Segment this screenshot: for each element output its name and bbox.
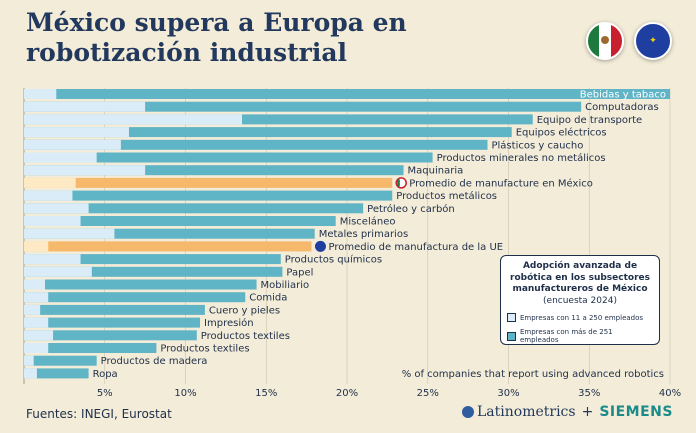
x-tick-label: 10% <box>174 388 196 399</box>
bar-small <box>24 279 45 290</box>
mexico-marker-stripe <box>397 179 400 187</box>
bar-label: Plásticos y caucho <box>492 139 584 151</box>
bar-small <box>24 317 49 328</box>
bar-large <box>24 114 533 125</box>
bar-small <box>24 228 115 239</box>
legend-item-large: Empresas con más de 251 empleados <box>507 328 653 344</box>
latinometrics-logo: Latinometrics <box>477 404 576 420</box>
bar-large <box>24 190 393 201</box>
bar-small <box>24 190 73 201</box>
bar-small <box>24 266 92 277</box>
bar-large <box>24 317 201 328</box>
legend-subtitle: (encuesta 2024) <box>543 295 617 306</box>
bar-large <box>24 304 205 315</box>
bar-label: Impresión <box>204 317 254 329</box>
bar-large <box>24 241 312 252</box>
legend-title: Adopción avanzada de robótica en los sub… <box>510 261 650 294</box>
bar-label: Equipo de transporte <box>537 115 642 126</box>
bar-label: Productos químicos <box>285 254 382 266</box>
legend-label-large: Empresas con más de 251 empleados <box>520 328 613 344</box>
x-tick-label: 40% <box>659 388 681 399</box>
bar-label: Productos de madera <box>101 356 208 367</box>
bar-small <box>24 177 76 188</box>
bar-small <box>24 304 41 315</box>
x-axis-label: % of companies that report using advance… <box>402 369 664 380</box>
bar-small <box>24 114 243 125</box>
bar-small <box>24 165 146 176</box>
bar-large <box>24 127 512 138</box>
bar-small <box>24 152 97 163</box>
x-tick-label: 20% <box>336 388 358 399</box>
bar-large <box>24 279 257 290</box>
bar-small <box>24 355 34 366</box>
bar-large <box>24 343 157 353</box>
bar-small <box>24 101 146 112</box>
x-tick-label: 15% <box>255 388 277 399</box>
bar-large <box>24 292 246 303</box>
bar-label: Productos textiles <box>160 344 249 355</box>
bar-large <box>24 101 582 112</box>
x-tick-label: 25% <box>417 388 439 399</box>
bar-large <box>24 165 404 176</box>
bar-label: Cuero y pieles <box>209 305 280 316</box>
mexico-flag-icon <box>586 22 624 60</box>
bar-large <box>24 266 283 277</box>
bar-small <box>24 254 81 265</box>
eu-marker-icon <box>314 240 326 252</box>
bar-small <box>24 203 89 214</box>
bar-label: Productos metálicos <box>396 190 497 202</box>
bar-small <box>24 241 49 252</box>
logo-plus: + <box>581 404 594 420</box>
bar-large <box>24 203 364 214</box>
bar-label: Promedio de manufacture en México <box>409 177 593 189</box>
bar-large <box>24 368 89 379</box>
bar-large <box>24 216 336 226</box>
x-tick-label: 5% <box>97 388 113 399</box>
bar-label: Maquinaria <box>408 166 464 177</box>
bar-small <box>24 216 81 226</box>
bar-small <box>24 139 121 150</box>
bar-large <box>24 330 197 341</box>
chart-title: México supera a Europa en robotización i… <box>26 8 407 67</box>
siemens-logo: SIEMENS <box>599 404 673 420</box>
eu-flag-icon: ✦ <box>634 22 672 60</box>
bar-large <box>24 254 281 265</box>
bar-large <box>24 228 315 239</box>
bar-label: Computadoras <box>585 102 659 113</box>
legend-swatch-large <box>507 331 516 341</box>
bar-label: Equipos eléctricos <box>516 127 607 139</box>
footer-logos: Latinometrics + SIEMENS <box>462 404 673 420</box>
bar-label: Mobiliario <box>261 280 310 291</box>
bar-label: Misceláneo <box>340 216 396 228</box>
legend: Adopción avanzada de robótica en los sub… <box>500 255 660 345</box>
bar-large <box>24 177 393 188</box>
bar-large <box>24 152 433 163</box>
bar-label: Productos minerales no metálicos <box>437 152 606 164</box>
bar-small <box>24 368 37 379</box>
bar-small <box>24 292 49 303</box>
bar-small <box>24 330 54 341</box>
legend-item-small: Empresas con 11 a 250 empleados <box>507 313 653 322</box>
legend-label-small: Empresas con 11 a 250 empleados <box>520 313 644 322</box>
bar-large <box>24 139 488 150</box>
source-note: Fuentes: INEGI, Eurostat <box>26 407 172 421</box>
bar-label: Papel <box>286 267 313 278</box>
bar-large <box>24 355 97 366</box>
bar-label: Promedio de manufactura de la UE <box>328 242 503 253</box>
bar-large <box>24 89 670 99</box>
bar-label: Metales primarios <box>319 229 408 240</box>
latinometrics-logo-icon <box>462 406 474 418</box>
x-tick-label: 30% <box>497 388 519 399</box>
bar-small <box>24 89 57 99</box>
legend-swatch-small <box>507 313 516 322</box>
bar-label: Bebidas y tabaco <box>580 90 666 101</box>
bar-small <box>24 343 49 353</box>
bar-label: Petróleo y carbón <box>367 203 455 215</box>
bar-label: Comida <box>249 293 287 304</box>
bar-small <box>24 127 129 138</box>
bar-label: Productos textiles <box>201 331 290 342</box>
x-tick-label: 35% <box>578 388 600 399</box>
bar-label: Ropa <box>93 369 118 380</box>
